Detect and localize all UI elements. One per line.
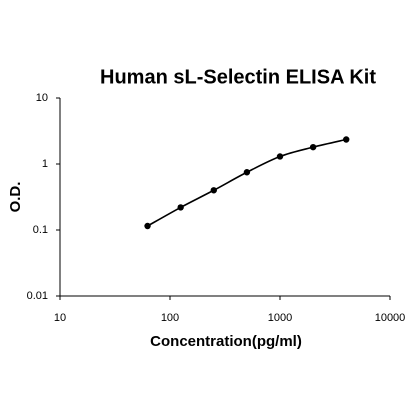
chart-title: Human sL-Selectin ELISA Kit <box>100 66 376 88</box>
point <box>243 169 251 176</box>
y-tick-label: 10 <box>36 92 48 104</box>
y-axis-label: O.D. <box>7 182 24 213</box>
x-tick-label: 10 <box>54 312 66 324</box>
y-tick-label: 1 <box>42 158 48 170</box>
y-tick-label: 0.1 <box>33 224 48 236</box>
x-tick-label: 100 <box>161 312 179 324</box>
point <box>177 204 184 211</box>
x-tick-label: 10000 <box>375 312 406 324</box>
point <box>210 187 217 194</box>
curve <box>147 138 347 227</box>
point <box>343 136 350 143</box>
y-tick-label: 0.01 <box>27 290 48 302</box>
x-tick-label: 1000 <box>268 312 292 324</box>
point <box>309 143 317 151</box>
x-axis-label: Concentration(pg/ml) <box>150 333 302 350</box>
point <box>276 153 284 160</box>
point <box>144 222 151 230</box>
